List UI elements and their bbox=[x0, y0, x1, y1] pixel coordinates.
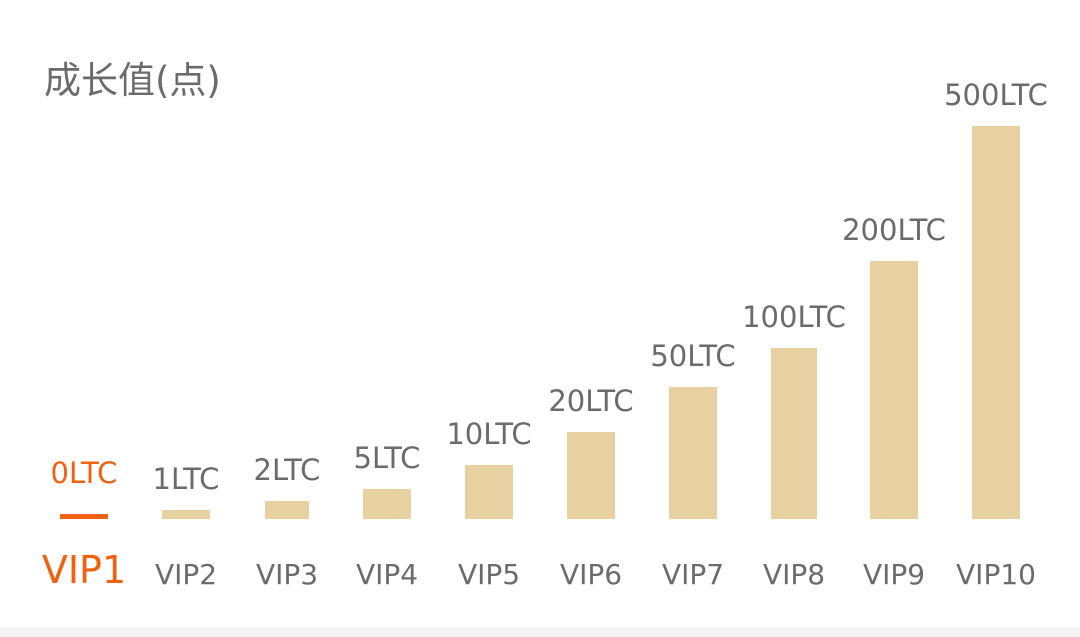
bar-vip2 bbox=[162, 510, 210, 519]
bar-vip8 bbox=[771, 348, 817, 519]
bar-group bbox=[60, 126, 1020, 519]
value-label-vip2: 1LTC bbox=[153, 462, 220, 496]
category-label-vip1: VIP1 bbox=[42, 548, 126, 592]
category-label-vip6: VIP6 bbox=[560, 558, 622, 591]
bar-vip4 bbox=[363, 489, 411, 519]
value-label-vip10: 500LTC bbox=[944, 78, 1048, 112]
value-label-vip5: 10LTC bbox=[446, 417, 531, 451]
bar-vip9 bbox=[870, 261, 918, 519]
bar-vip6 bbox=[567, 432, 615, 519]
value-label-vip7: 50LTC bbox=[650, 339, 735, 373]
category-label-vip9: VIP9 bbox=[863, 558, 925, 591]
category-label-vip10: VIP10 bbox=[956, 558, 1036, 591]
bar-vip3 bbox=[265, 501, 309, 519]
category-label-vip7: VIP7 bbox=[662, 558, 724, 591]
bar-vip5 bbox=[465, 465, 513, 519]
category-label-vip8: VIP8 bbox=[763, 558, 825, 591]
value-label-vip6: 20LTC bbox=[548, 384, 633, 418]
value-label-vip9: 200LTC bbox=[842, 213, 946, 247]
bar-vip7 bbox=[669, 387, 717, 519]
bar-vip10 bbox=[972, 126, 1020, 519]
bar-marker-vip1 bbox=[60, 514, 108, 519]
category-label-group: VIP1 VIP2 VIP3 VIP4 VIP5 VIP6 VIP7 VIP8 VIP9 VIP1… bbox=[42, 548, 1036, 592]
value-label-vip4: 5LTC bbox=[354, 441, 421, 475]
category-label-vip4: VIP4 bbox=[356, 558, 418, 591]
y-axis-label: 成长值(点) bbox=[44, 59, 221, 102]
value-label-vip8: 100LTC bbox=[742, 300, 846, 334]
category-label-vip3: VIP3 bbox=[256, 558, 318, 591]
bottom-divider bbox=[0, 627, 1080, 637]
category-label-vip5: VIP5 bbox=[458, 558, 520, 591]
value-label-vip1: 0LTC bbox=[51, 456, 118, 490]
value-label-vip3: 2LTC bbox=[254, 453, 321, 487]
category-label-vip2: VIP2 bbox=[155, 558, 217, 591]
